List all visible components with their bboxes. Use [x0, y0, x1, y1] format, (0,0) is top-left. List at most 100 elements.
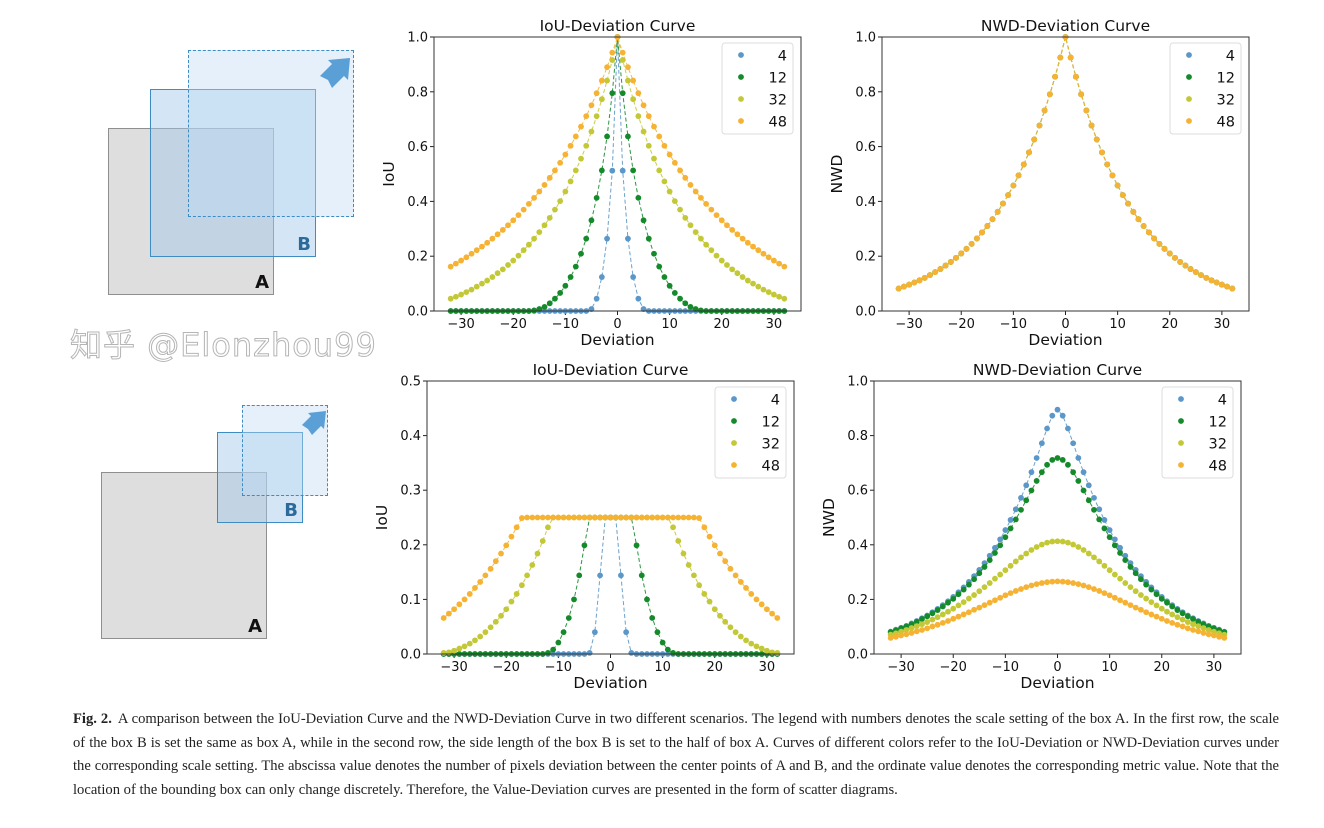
- series-48: [895, 34, 1236, 292]
- legend-marker: [738, 118, 744, 124]
- data-point: [494, 270, 501, 277]
- data-point: [635, 90, 642, 97]
- data-point: [670, 524, 676, 531]
- data-point: [598, 77, 605, 84]
- data-point: [1164, 608, 1170, 615]
- data-point: [644, 596, 650, 603]
- legend-box: [1169, 42, 1242, 135]
- data-point: [1091, 586, 1097, 592]
- x-tick-label: −30: [440, 660, 467, 675]
- data-point: [708, 247, 715, 254]
- data-point: [1122, 599, 1129, 606]
- data-point: [1169, 611, 1176, 618]
- data-point: [487, 624, 494, 631]
- data-point: [687, 182, 694, 188]
- data-point: [664, 514, 671, 521]
- data-point: [1106, 527, 1113, 533]
- data-point: [965, 581, 972, 588]
- data-point: [571, 596, 577, 603]
- data-point: [1179, 610, 1186, 617]
- data-point: [1059, 412, 1066, 419]
- data-point: [1057, 54, 1064, 61]
- series-32: [887, 538, 1228, 638]
- data-point: [1190, 621, 1196, 628]
- legend-marker: [1186, 74, 1192, 80]
- data-point: [1044, 579, 1050, 586]
- data-point: [1054, 538, 1061, 545]
- data-point: [1038, 541, 1045, 548]
- data-point: [992, 575, 998, 582]
- data-point: [1007, 562, 1014, 569]
- data-point: [635, 113, 642, 120]
- data-point: [1080, 547, 1087, 553]
- data-point: [708, 206, 715, 213]
- data-point: [1148, 611, 1155, 618]
- data-point: [900, 283, 907, 290]
- data-point: [492, 558, 499, 565]
- x-tick-label: 20: [713, 317, 730, 332]
- data-point: [612, 514, 619, 521]
- y-tick-label: 0.2: [855, 250, 876, 265]
- y-tick-label: 0.1: [400, 593, 421, 608]
- data-point: [919, 627, 925, 633]
- data-point: [687, 303, 694, 310]
- data-point: [598, 96, 605, 103]
- data-point: [1111, 571, 1118, 578]
- legend-marker: [1178, 462, 1184, 468]
- data-point: [1148, 599, 1155, 606]
- data-point: [1085, 550, 1092, 557]
- data-point: [680, 550, 687, 557]
- data-point: [1101, 525, 1108, 532]
- data-point: [776, 260, 783, 267]
- data-point: [1158, 605, 1165, 612]
- data-point: [1195, 618, 1202, 625]
- data-point: [656, 133, 663, 140]
- data-point: [1122, 552, 1129, 559]
- data-point: [722, 618, 729, 625]
- y-tick-label: 0.4: [407, 195, 428, 210]
- data-point: [498, 612, 504, 619]
- data-point: [593, 90, 600, 97]
- x-tick-label: 20: [1153, 660, 1170, 675]
- data-point: [505, 262, 511, 268]
- data-point: [545, 650, 551, 656]
- data-point: [1203, 274, 1210, 281]
- data-point: [638, 514, 645, 521]
- data-point: [750, 280, 756, 287]
- data-point: [1143, 581, 1150, 588]
- data-point: [661, 142, 668, 149]
- data-point: [1174, 607, 1181, 613]
- data-point: [743, 585, 749, 591]
- data-point: [456, 601, 463, 608]
- legend-label: 32: [1217, 93, 1235, 109]
- legend: 4 12 32 48: [721, 42, 794, 135]
- series-4: [440, 514, 781, 657]
- data-point: [1106, 534, 1113, 541]
- data-point: [586, 514, 593, 521]
- data-point: [1038, 580, 1045, 586]
- data-point: [1018, 494, 1024, 501]
- data-point: [1023, 550, 1030, 557]
- data-point: [479, 243, 485, 250]
- data-point: [986, 599, 993, 606]
- series-line-48: [443, 517, 778, 619]
- data-point: [755, 283, 762, 290]
- data-point: [1091, 506, 1097, 513]
- y-axis-label: NWD: [820, 498, 838, 537]
- data-point: [638, 572, 645, 579]
- data-point: [739, 235, 746, 242]
- data-point: [562, 188, 569, 195]
- data-point: [706, 598, 713, 605]
- data-point: [597, 514, 603, 521]
- data-point: [447, 263, 454, 270]
- x-tick-label: 0: [1053, 660, 1061, 675]
- data-point: [463, 289, 470, 295]
- data-point: [451, 647, 458, 654]
- data-point: [729, 226, 736, 233]
- data-point: [1117, 544, 1123, 551]
- data-point: [986, 580, 993, 586]
- data-point: [588, 102, 595, 109]
- data-point: [1205, 627, 1212, 633]
- data-point: [682, 174, 689, 181]
- data-point: [473, 283, 480, 290]
